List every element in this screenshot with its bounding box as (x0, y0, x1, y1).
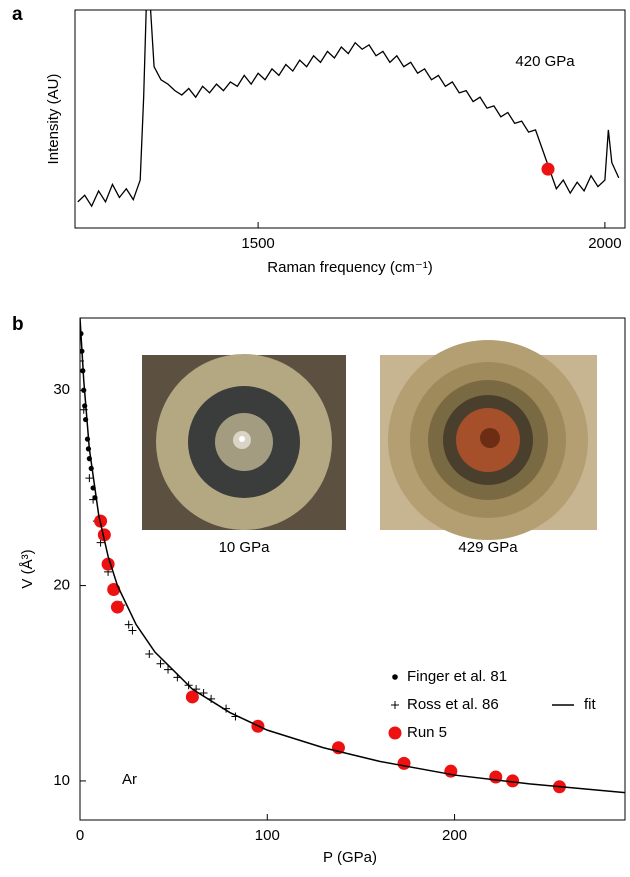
data-point (85, 474, 94, 483)
x-axis-label: P (GPa) (323, 849, 377, 866)
inset-label: 10 GPa (219, 539, 271, 556)
data-point (97, 528, 111, 542)
plot-area (80, 318, 625, 794)
x-axis-label: Raman frequency (cm⁻¹) (267, 259, 432, 276)
plot-area (77, 10, 620, 208)
data-point (185, 690, 199, 704)
data-point (128, 626, 137, 635)
x-tick-label: 100 (255, 827, 280, 844)
data-point (397, 756, 411, 770)
y-axis-label: V (Å³) (19, 549, 36, 588)
legend-label: Ross et al. 86 (407, 696, 499, 713)
highlight-point (541, 162, 555, 176)
y-tick-label: 30 (53, 381, 70, 398)
inset-image (380, 340, 597, 540)
annotation: Ar (122, 771, 137, 788)
legend-label: fit (584, 696, 597, 713)
inset-label: 429 GPa (458, 539, 518, 556)
plot-frame (79, 317, 626, 821)
data-point (145, 649, 154, 658)
spectrum-line (77, 10, 620, 208)
data-point (156, 659, 165, 668)
data-point (124, 620, 133, 629)
legend-marker (391, 701, 399, 709)
panel-label: b (12, 314, 24, 335)
data-point (506, 774, 520, 788)
x-tick-label: 200 (442, 827, 467, 844)
inset-image (142, 354, 346, 530)
x-tick-label: 2000 (588, 235, 621, 252)
x-tick-label: 1500 (241, 235, 274, 252)
y-axis-label: Intensity (AU) (45, 74, 62, 165)
panel-label: a (12, 4, 23, 25)
y-tick-label: 10 (53, 772, 70, 789)
data-point (110, 600, 124, 614)
annotation: 420 GPa (515, 53, 575, 70)
fit-line (80, 318, 625, 794)
data-point (164, 665, 173, 674)
y-tick-label: 20 (53, 577, 70, 594)
legend-marker (388, 726, 402, 740)
legend-label: Finger et al. 81 (407, 668, 507, 685)
data-point (107, 583, 121, 597)
x-tick-label: 0 (76, 827, 84, 844)
data-point (489, 770, 503, 784)
plot-frame (74, 9, 626, 229)
legend-label: Run 5 (407, 724, 447, 741)
legend-marker (392, 674, 398, 680)
